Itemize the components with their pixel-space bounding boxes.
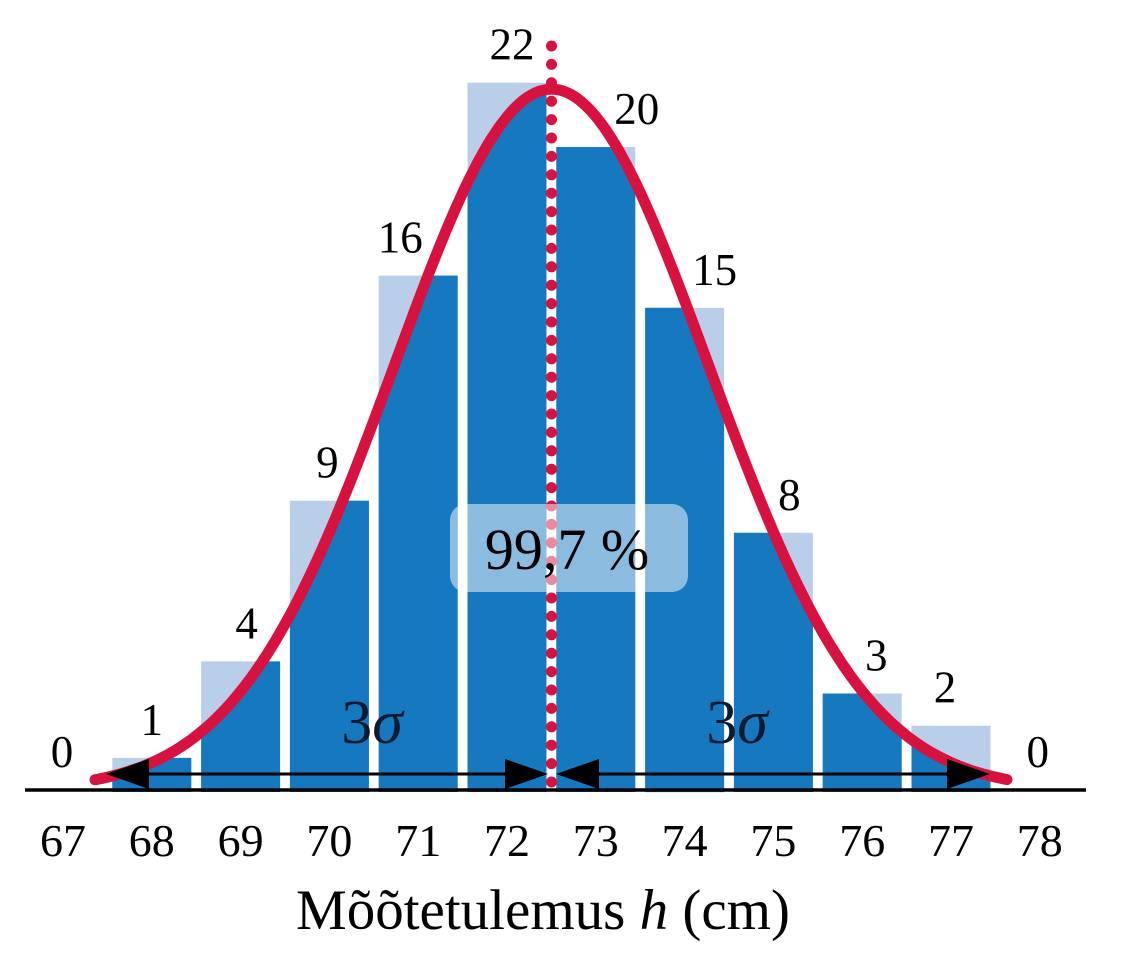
histogram-bar-under-curve xyxy=(556,147,636,792)
x-tick-label: 70 xyxy=(306,815,352,866)
bar-value-label: 9 xyxy=(316,438,339,488)
x-tick-label: 68 xyxy=(129,815,175,866)
sigma-label-prefix: 3 xyxy=(706,689,737,757)
bar-value-label: 15 xyxy=(692,245,737,295)
x-tick-label: 74 xyxy=(662,815,708,866)
coverage-halo xyxy=(450,504,688,592)
bar-value-label: 20 xyxy=(614,84,659,134)
sigma-range-label-right: 3σ xyxy=(706,689,770,757)
x-tick-label: 71 xyxy=(395,815,441,866)
arrow-head-right xyxy=(947,759,990,789)
x-title-symbol: h xyxy=(640,879,669,942)
coverage-label: 99,7 % xyxy=(485,517,649,582)
bar-value-label: 0 xyxy=(51,727,74,777)
arrow-head-left xyxy=(106,759,149,789)
x-title-suffix: (cm) xyxy=(668,879,790,942)
normal-curve xyxy=(89,83,1013,786)
sigma-arrows-layer xyxy=(106,759,990,789)
x-tick-label: 75 xyxy=(750,815,796,866)
x-tick-label: 77 xyxy=(928,815,974,866)
arrow-head-left xyxy=(556,759,599,789)
sigma-arrow-left xyxy=(106,759,548,789)
histogram-bar-under-curve xyxy=(467,89,547,792)
bar-value-label: 1 xyxy=(141,695,164,745)
bar-value-label: 2 xyxy=(934,663,957,713)
x-tick-label: 72 xyxy=(484,815,530,866)
bar-value-label: 0 xyxy=(1027,727,1050,777)
sigma-arrow-right xyxy=(556,759,990,789)
x-tick-label: 67 xyxy=(40,815,86,866)
bar-value-label: 3 xyxy=(865,631,888,681)
sigma-label-prefix: 3 xyxy=(341,689,372,757)
bar-value-label: 16 xyxy=(378,213,423,263)
bar-value-label: 4 xyxy=(235,598,258,648)
x-tick-labels-layer: 67 68 69 70 71 72 73 74 75 76 77 78 xyxy=(40,815,1063,866)
arrow-head-right xyxy=(505,759,548,789)
sigma-range-label-left: 3σ xyxy=(341,689,405,757)
x-tick-label: 69 xyxy=(218,815,264,866)
x-title-prefix: Mõõtetulemus xyxy=(296,879,640,942)
x-tick-label: 78 xyxy=(1017,815,1063,866)
sigma-labels-layer: 3σ 3σ xyxy=(341,689,770,757)
bar-value-label: 22 xyxy=(490,20,535,70)
bar-value-label: 8 xyxy=(778,470,801,520)
x-tick-label: 73 xyxy=(573,815,619,866)
x-axis-title: Mõõtetulemus h (cm) xyxy=(296,879,790,942)
sigma-label-symbol: σ xyxy=(372,689,405,757)
sigma-label-symbol: σ xyxy=(737,689,770,757)
x-tick-label: 76 xyxy=(839,815,885,866)
